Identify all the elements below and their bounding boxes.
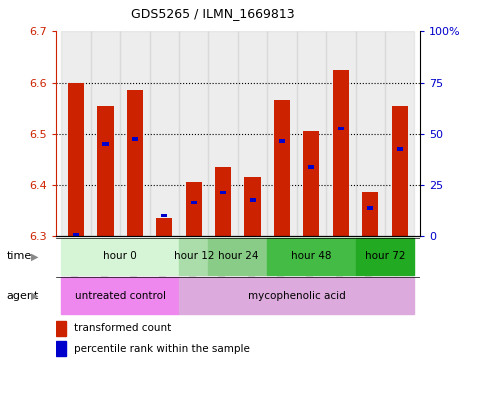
Bar (303, 131, 319, 236)
Bar (179, 277, 414, 314)
Text: transformed count: transformed count (74, 323, 171, 334)
Text: hour 24: hour 24 (218, 252, 258, 261)
Bar (274, 100, 290, 236)
Text: percentile rank within the sample: percentile rank within the sample (74, 344, 250, 354)
Bar (61, 31, 91, 236)
Bar (61, 238, 179, 275)
Bar (68, 83, 84, 236)
Bar (362, 193, 378, 236)
Bar (56, 341, 67, 356)
Bar (220, 191, 226, 194)
Bar (326, 31, 355, 236)
Bar (355, 31, 385, 236)
Bar (120, 31, 150, 236)
Bar (191, 201, 197, 204)
Bar (102, 142, 109, 146)
Text: GDS5265 / ILMN_1669813: GDS5265 / ILMN_1669813 (131, 7, 294, 20)
Bar (132, 137, 138, 141)
Bar (179, 31, 209, 236)
Bar (150, 31, 179, 236)
Bar (367, 206, 373, 209)
Bar (98, 106, 114, 236)
Text: ▶: ▶ (31, 291, 39, 301)
Text: hour 12: hour 12 (173, 252, 214, 261)
Text: hour 72: hour 72 (365, 252, 405, 261)
Text: hour 48: hour 48 (291, 252, 332, 261)
Bar (355, 238, 414, 275)
Bar (56, 321, 67, 336)
Bar (185, 182, 202, 236)
Bar (397, 147, 403, 151)
Text: ▶: ▶ (31, 252, 39, 261)
Bar (209, 238, 267, 275)
Bar (215, 167, 231, 236)
Bar (338, 127, 344, 130)
Bar (385, 31, 414, 236)
Bar (73, 233, 79, 237)
Bar (61, 277, 179, 314)
Text: agent: agent (6, 291, 39, 301)
Bar (209, 31, 238, 236)
Bar (279, 140, 285, 143)
Bar (250, 198, 256, 202)
Bar (91, 31, 120, 236)
Bar (392, 106, 408, 236)
Bar (297, 31, 326, 236)
Bar (156, 218, 172, 236)
Bar (308, 165, 314, 169)
Text: mycophenolic acid: mycophenolic acid (248, 291, 345, 301)
Bar (267, 31, 297, 236)
Text: hour 0: hour 0 (103, 252, 137, 261)
Bar (161, 213, 168, 217)
Bar (179, 238, 209, 275)
Bar (244, 177, 261, 236)
Bar (267, 238, 355, 275)
Bar (238, 31, 267, 236)
Text: untreated control: untreated control (75, 291, 166, 301)
Bar (127, 90, 143, 236)
Bar (333, 70, 349, 236)
Text: time: time (6, 252, 31, 261)
